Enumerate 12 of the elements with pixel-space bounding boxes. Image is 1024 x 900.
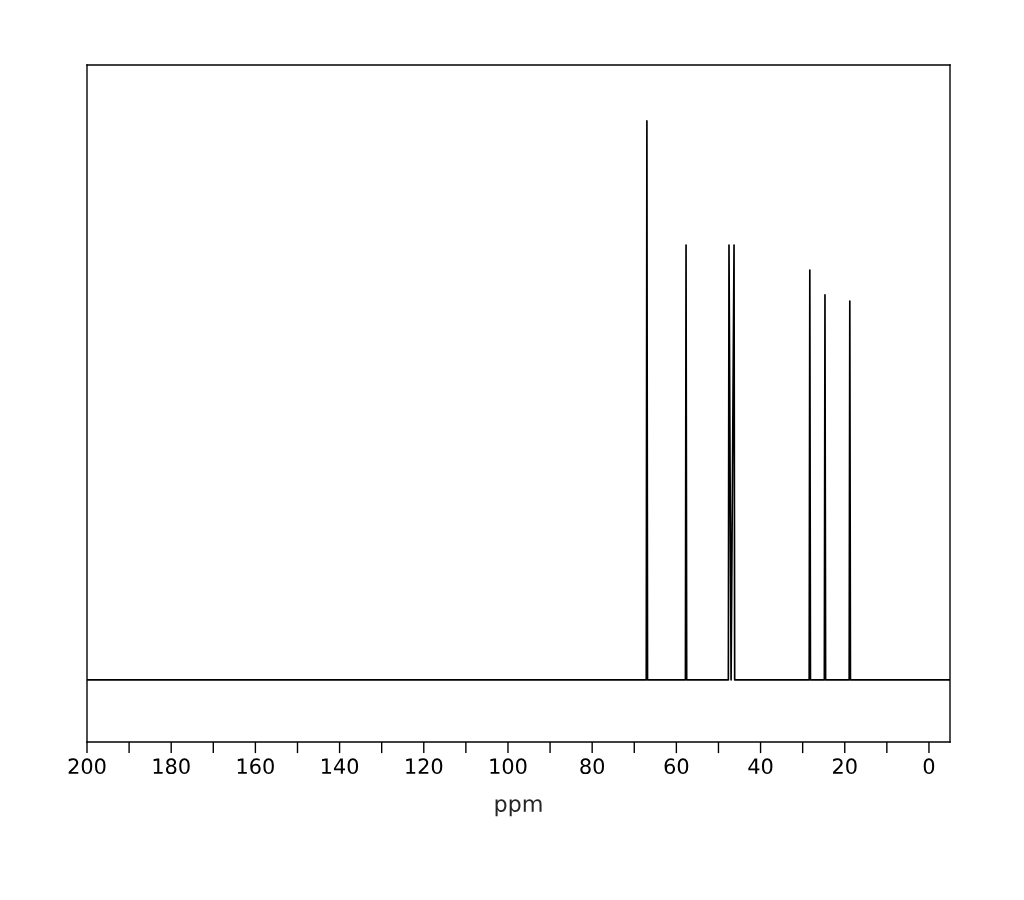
x-tick-label: 100 [490,758,527,775]
x-tick-label: 60 [664,758,689,775]
x-tick-label: 40 [748,758,773,775]
x-axis-title: ppm [495,799,542,817]
x-tick-label: 20 [833,758,857,775]
x-tick-label: 140 [321,758,359,775]
x-tick-label: 180 [153,758,190,775]
x-tick-label: 120 [406,758,443,775]
x-tick-label: 0 [923,758,935,775]
x-tick-label: 80 [580,758,605,775]
x-tick-label: 200 [68,758,106,775]
x-tick-label: 160 [237,758,274,775]
